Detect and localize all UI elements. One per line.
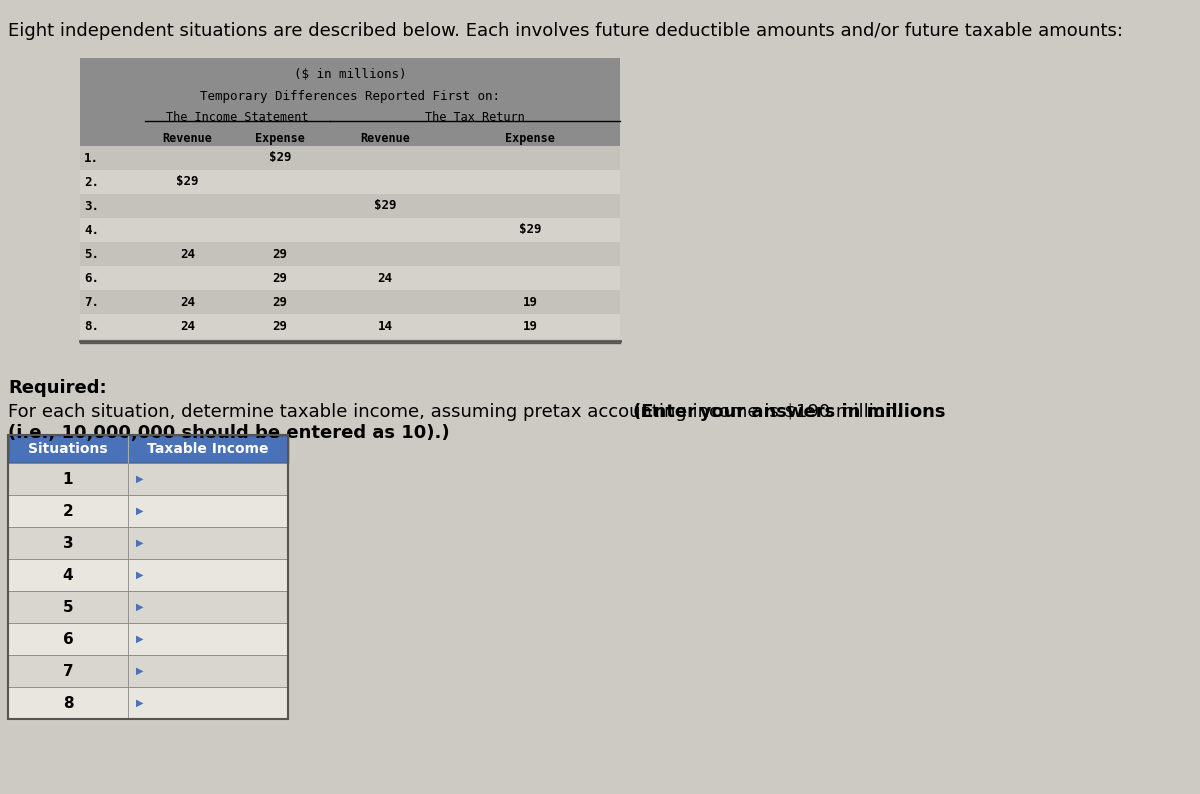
Bar: [80, 58, 620, 146]
Text: Temporary Differences Reported First on:: Temporary Differences Reported First on:: [200, 90, 500, 103]
Bar: [80, 146, 620, 170]
Text: 3: 3: [62, 535, 73, 550]
Bar: [80, 290, 620, 314]
Text: 4.: 4.: [84, 223, 98, 237]
Bar: [8, 623, 288, 655]
Text: 24: 24: [378, 272, 392, 284]
Text: 29: 29: [272, 319, 288, 333]
Bar: [80, 314, 620, 338]
Text: $29: $29: [269, 152, 292, 164]
Bar: [8, 435, 288, 719]
Text: 29: 29: [272, 248, 288, 260]
Bar: [80, 266, 620, 290]
Text: 7.: 7.: [84, 295, 98, 309]
Text: The Income Statement: The Income Statement: [167, 111, 308, 125]
Text: 3.: 3.: [84, 199, 98, 213]
Bar: [8, 687, 288, 719]
Text: 7: 7: [62, 664, 73, 679]
Bar: [8, 495, 288, 527]
Text: ▶: ▶: [136, 506, 144, 516]
Text: Taxable Income: Taxable Income: [148, 442, 269, 456]
Text: 8.: 8.: [84, 319, 98, 333]
Text: (Enter your answers in millions: (Enter your answers in millions: [8, 403, 946, 421]
Text: 5: 5: [62, 599, 73, 615]
Text: The Tax Return: The Tax Return: [425, 111, 524, 125]
Text: 19: 19: [522, 295, 538, 309]
Bar: [8, 435, 288, 463]
Bar: [8, 463, 288, 495]
Text: 1: 1: [62, 472, 73, 487]
Text: Expense: Expense: [256, 132, 305, 145]
Text: 2.: 2.: [84, 175, 98, 188]
Text: ▶: ▶: [136, 698, 144, 708]
Text: (i.e., 10,000,000 should be entered as 10).): (i.e., 10,000,000 should be entered as 1…: [8, 424, 450, 442]
Text: ▶: ▶: [136, 634, 144, 644]
Text: 5.: 5.: [84, 248, 98, 260]
Text: 24: 24: [180, 248, 194, 260]
Text: Revenue: Revenue: [360, 132, 410, 145]
Bar: [80, 218, 620, 242]
Bar: [8, 527, 288, 559]
Text: $29: $29: [373, 199, 396, 213]
Text: ▶: ▶: [136, 474, 144, 484]
Bar: [8, 591, 288, 623]
Text: ▶: ▶: [136, 570, 144, 580]
Text: 1.: 1.: [84, 152, 98, 164]
Text: Expense: Expense: [505, 132, 554, 145]
Text: ($ in millions): ($ in millions): [294, 68, 407, 81]
Text: 24: 24: [180, 319, 194, 333]
Text: For each situation, determine taxable income, assuming pretax accounting income : For each situation, determine taxable in…: [8, 403, 907, 421]
Bar: [80, 170, 620, 194]
Bar: [80, 194, 620, 218]
Bar: [8, 559, 288, 591]
Text: 29: 29: [272, 272, 288, 284]
Text: 6: 6: [62, 631, 73, 646]
Text: Eight independent situations are described below. Each involves future deductibl: Eight independent situations are describ…: [8, 22, 1123, 40]
Bar: [80, 242, 620, 266]
Text: 14: 14: [378, 319, 392, 333]
Text: 29: 29: [272, 295, 288, 309]
Text: ▶: ▶: [136, 666, 144, 676]
Text: ▶: ▶: [136, 602, 144, 612]
Text: 2: 2: [62, 503, 73, 518]
Text: 24: 24: [180, 295, 194, 309]
Text: ▶: ▶: [136, 538, 144, 548]
Text: Situations: Situations: [28, 442, 108, 456]
Bar: [8, 655, 288, 687]
Text: 19: 19: [522, 319, 538, 333]
Text: $29: $29: [518, 223, 541, 237]
Text: 4: 4: [62, 568, 73, 583]
Text: Required:: Required:: [8, 379, 107, 397]
Text: 6.: 6.: [84, 272, 98, 284]
Text: 8: 8: [62, 696, 73, 711]
Text: $29: $29: [176, 175, 199, 188]
Text: Revenue: Revenue: [162, 132, 212, 145]
